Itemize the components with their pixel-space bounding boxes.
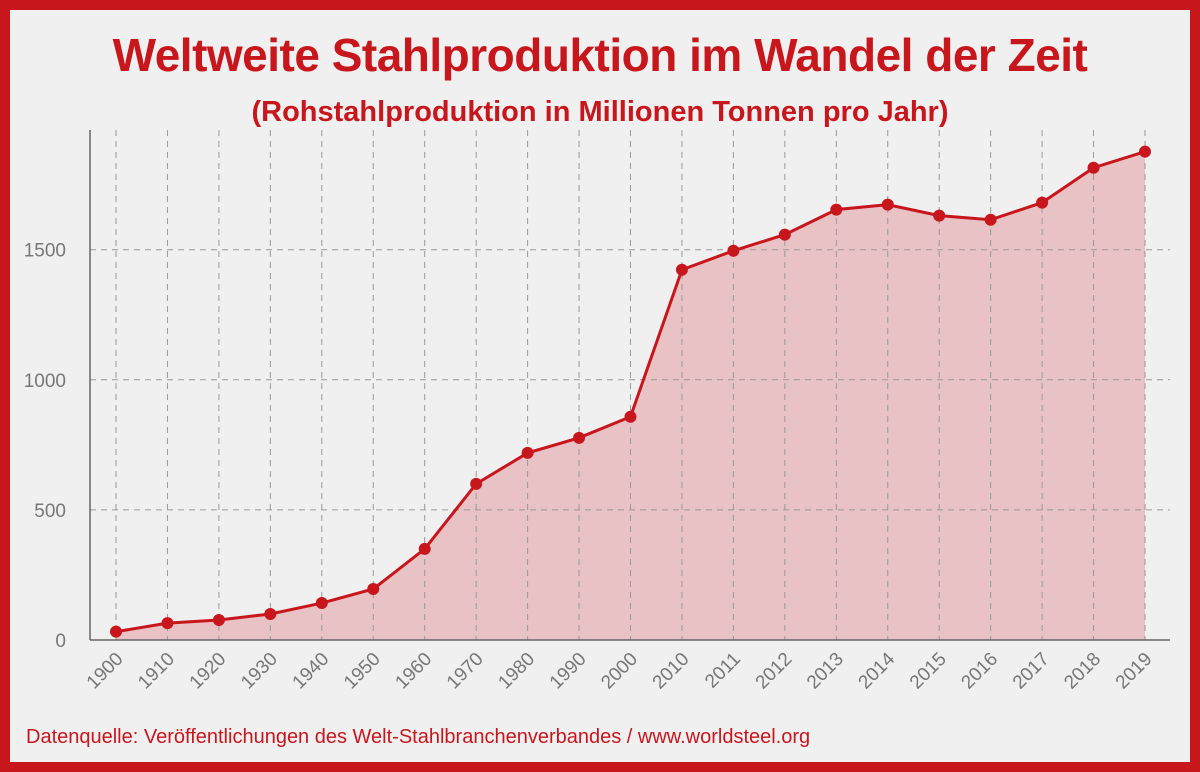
data-point bbox=[778, 228, 791, 241]
y-tick-label: 1000 bbox=[24, 371, 66, 392]
chart-title: Weltweite Stahlproduktion im Wandel der … bbox=[112, 29, 1088, 81]
x-tick-label: 1940 bbox=[289, 649, 334, 694]
x-tick-label: 2015 bbox=[906, 649, 951, 694]
x-tick-label: 2012 bbox=[752, 649, 797, 694]
data-point bbox=[830, 203, 843, 216]
x-tick-label: 1920 bbox=[186, 649, 231, 694]
data-point bbox=[573, 431, 586, 444]
x-tick-label: 2019 bbox=[1112, 649, 1157, 694]
data-point bbox=[1036, 196, 1049, 209]
y-tick-label: 500 bbox=[34, 501, 66, 522]
data-point bbox=[315, 597, 328, 610]
x-tick-label: 1900 bbox=[83, 649, 128, 694]
x-tick-label: 2018 bbox=[1060, 649, 1105, 694]
data-point bbox=[984, 213, 997, 226]
data-point bbox=[367, 583, 380, 595]
x-tick-label: 2014 bbox=[855, 648, 900, 693]
data-point bbox=[418, 542, 431, 555]
data-point bbox=[521, 446, 534, 459]
data-point bbox=[110, 625, 122, 638]
y-tick-label: 1500 bbox=[24, 241, 66, 262]
x-tick-label: 2017 bbox=[1009, 649, 1054, 694]
x-tick-label: 2010 bbox=[649, 649, 694, 694]
x-tick-label: 1960 bbox=[391, 649, 436, 694]
x-tick-label: 2000 bbox=[597, 649, 642, 694]
data-point bbox=[161, 617, 174, 630]
x-tick-label: 1990 bbox=[546, 649, 591, 694]
data-point bbox=[727, 244, 740, 257]
data-point bbox=[264, 607, 277, 620]
x-tick-label: 1950 bbox=[340, 649, 385, 694]
data-point bbox=[933, 209, 946, 222]
data-point bbox=[675, 263, 688, 276]
x-tick-label: 2016 bbox=[957, 649, 1002, 694]
data-point bbox=[1087, 161, 1100, 174]
y-tick-label: 0 bbox=[55, 631, 66, 652]
data-point bbox=[470, 477, 483, 490]
data-point bbox=[881, 198, 894, 211]
x-tick-label: 1930 bbox=[237, 649, 282, 694]
x-tick-label: 2013 bbox=[803, 649, 848, 694]
data-point bbox=[1139, 145, 1151, 158]
x-tick-label: 1910 bbox=[134, 649, 179, 694]
data-point bbox=[624, 410, 637, 423]
data-point bbox=[212, 613, 225, 626]
chart-subtitle: (Rohstahlproduktion in Millionen Tonnen … bbox=[251, 96, 949, 128]
x-tick-label: 1980 bbox=[494, 649, 539, 694]
x-tick-label: 1970 bbox=[443, 649, 488, 694]
x-tick-label: 2011 bbox=[701, 649, 745, 693]
data-source: Datenquelle: Veröffentlichungen des Welt… bbox=[26, 726, 811, 748]
